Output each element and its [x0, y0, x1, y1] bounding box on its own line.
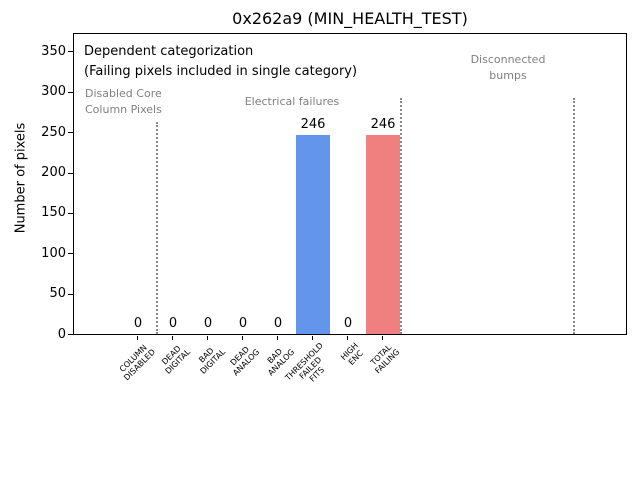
y-tick-mark [68, 51, 73, 53]
bar-value-label: 246 [370, 117, 396, 133]
y-tick-mark [68, 132, 73, 134]
y-tick-mark [68, 212, 73, 214]
x-tick-mark [382, 336, 383, 340]
y-tick-label: 50 [49, 286, 66, 302]
annotation-failing-note: (Failing pixels included in single categ… [84, 64, 358, 79]
x-tick-mark [207, 336, 208, 340]
y-tick-mark [68, 253, 73, 255]
annotation-line: Column Pixels [85, 103, 162, 116]
y-tick-label: 350 [41, 43, 66, 59]
y-tick-mark [68, 293, 73, 295]
bar-value-label: 246 [300, 117, 326, 133]
annotation-electrical-failures: Electrical failures [244, 95, 340, 108]
annotation-line: Disabled Core [85, 87, 162, 100]
group-separator [573, 98, 575, 334]
x-tick-mark [172, 336, 173, 340]
y-tick-label: 300 [41, 84, 66, 100]
x-tick-label: DEAD ANALOG [225, 341, 262, 378]
bar-value-label: 0 [273, 316, 283, 331]
x-tick-mark [242, 336, 243, 340]
y-tick-label: 250 [41, 124, 66, 140]
bar-value-label: 0 [238, 316, 248, 331]
y-tick-label: 150 [41, 205, 66, 221]
bar-value-label: 0 [203, 316, 213, 331]
group-separator [155, 122, 158, 334]
y-tick-label: 200 [41, 165, 66, 181]
annotation-dependent-categorization: Dependent categorization [84, 44, 254, 59]
bar [366, 135, 400, 334]
y-tick-label: 100 [41, 245, 66, 261]
annotation-disconnected-bumps: Disconnected bumps [471, 52, 546, 84]
y-tick-mark [68, 91, 73, 93]
x-tick-label: HIGH ENC [339, 341, 366, 368]
annotation-line: bumps [489, 69, 527, 82]
x-tick-label: DEAD DIGITAL [157, 341, 192, 376]
annotation-disabled-core-column-pixels: Disabled Core Column Pixels [85, 86, 162, 118]
x-tick-label: TOTAL FAILING [367, 341, 402, 376]
x-tick-mark [137, 336, 138, 340]
x-tick-mark [347, 336, 348, 340]
y-tick-mark [68, 334, 73, 335]
bar-value-label: 0 [133, 316, 143, 331]
x-tick-mark [312, 336, 313, 340]
group-separator [399, 98, 402, 334]
bar-value-label: 0 [168, 316, 178, 331]
x-tick-mark [277, 336, 278, 340]
chart-title: 0x262a9 (MIN_HEALTH_TEST) [232, 9, 468, 28]
y-tick-label: 0 [57, 326, 66, 342]
annotation-line: Disconnected [470, 53, 546, 66]
x-tick-label: COLUMN DISABLED [115, 341, 156, 382]
bar [296, 135, 330, 334]
y-tick-mark [68, 172, 73, 174]
bar-value-label: 0 [343, 316, 353, 331]
x-tick-label: BAD DIGITAL [192, 341, 227, 376]
plot-area: 0 0 0 0 0 246 0 246 Dependent categorization (F… [73, 33, 627, 335]
